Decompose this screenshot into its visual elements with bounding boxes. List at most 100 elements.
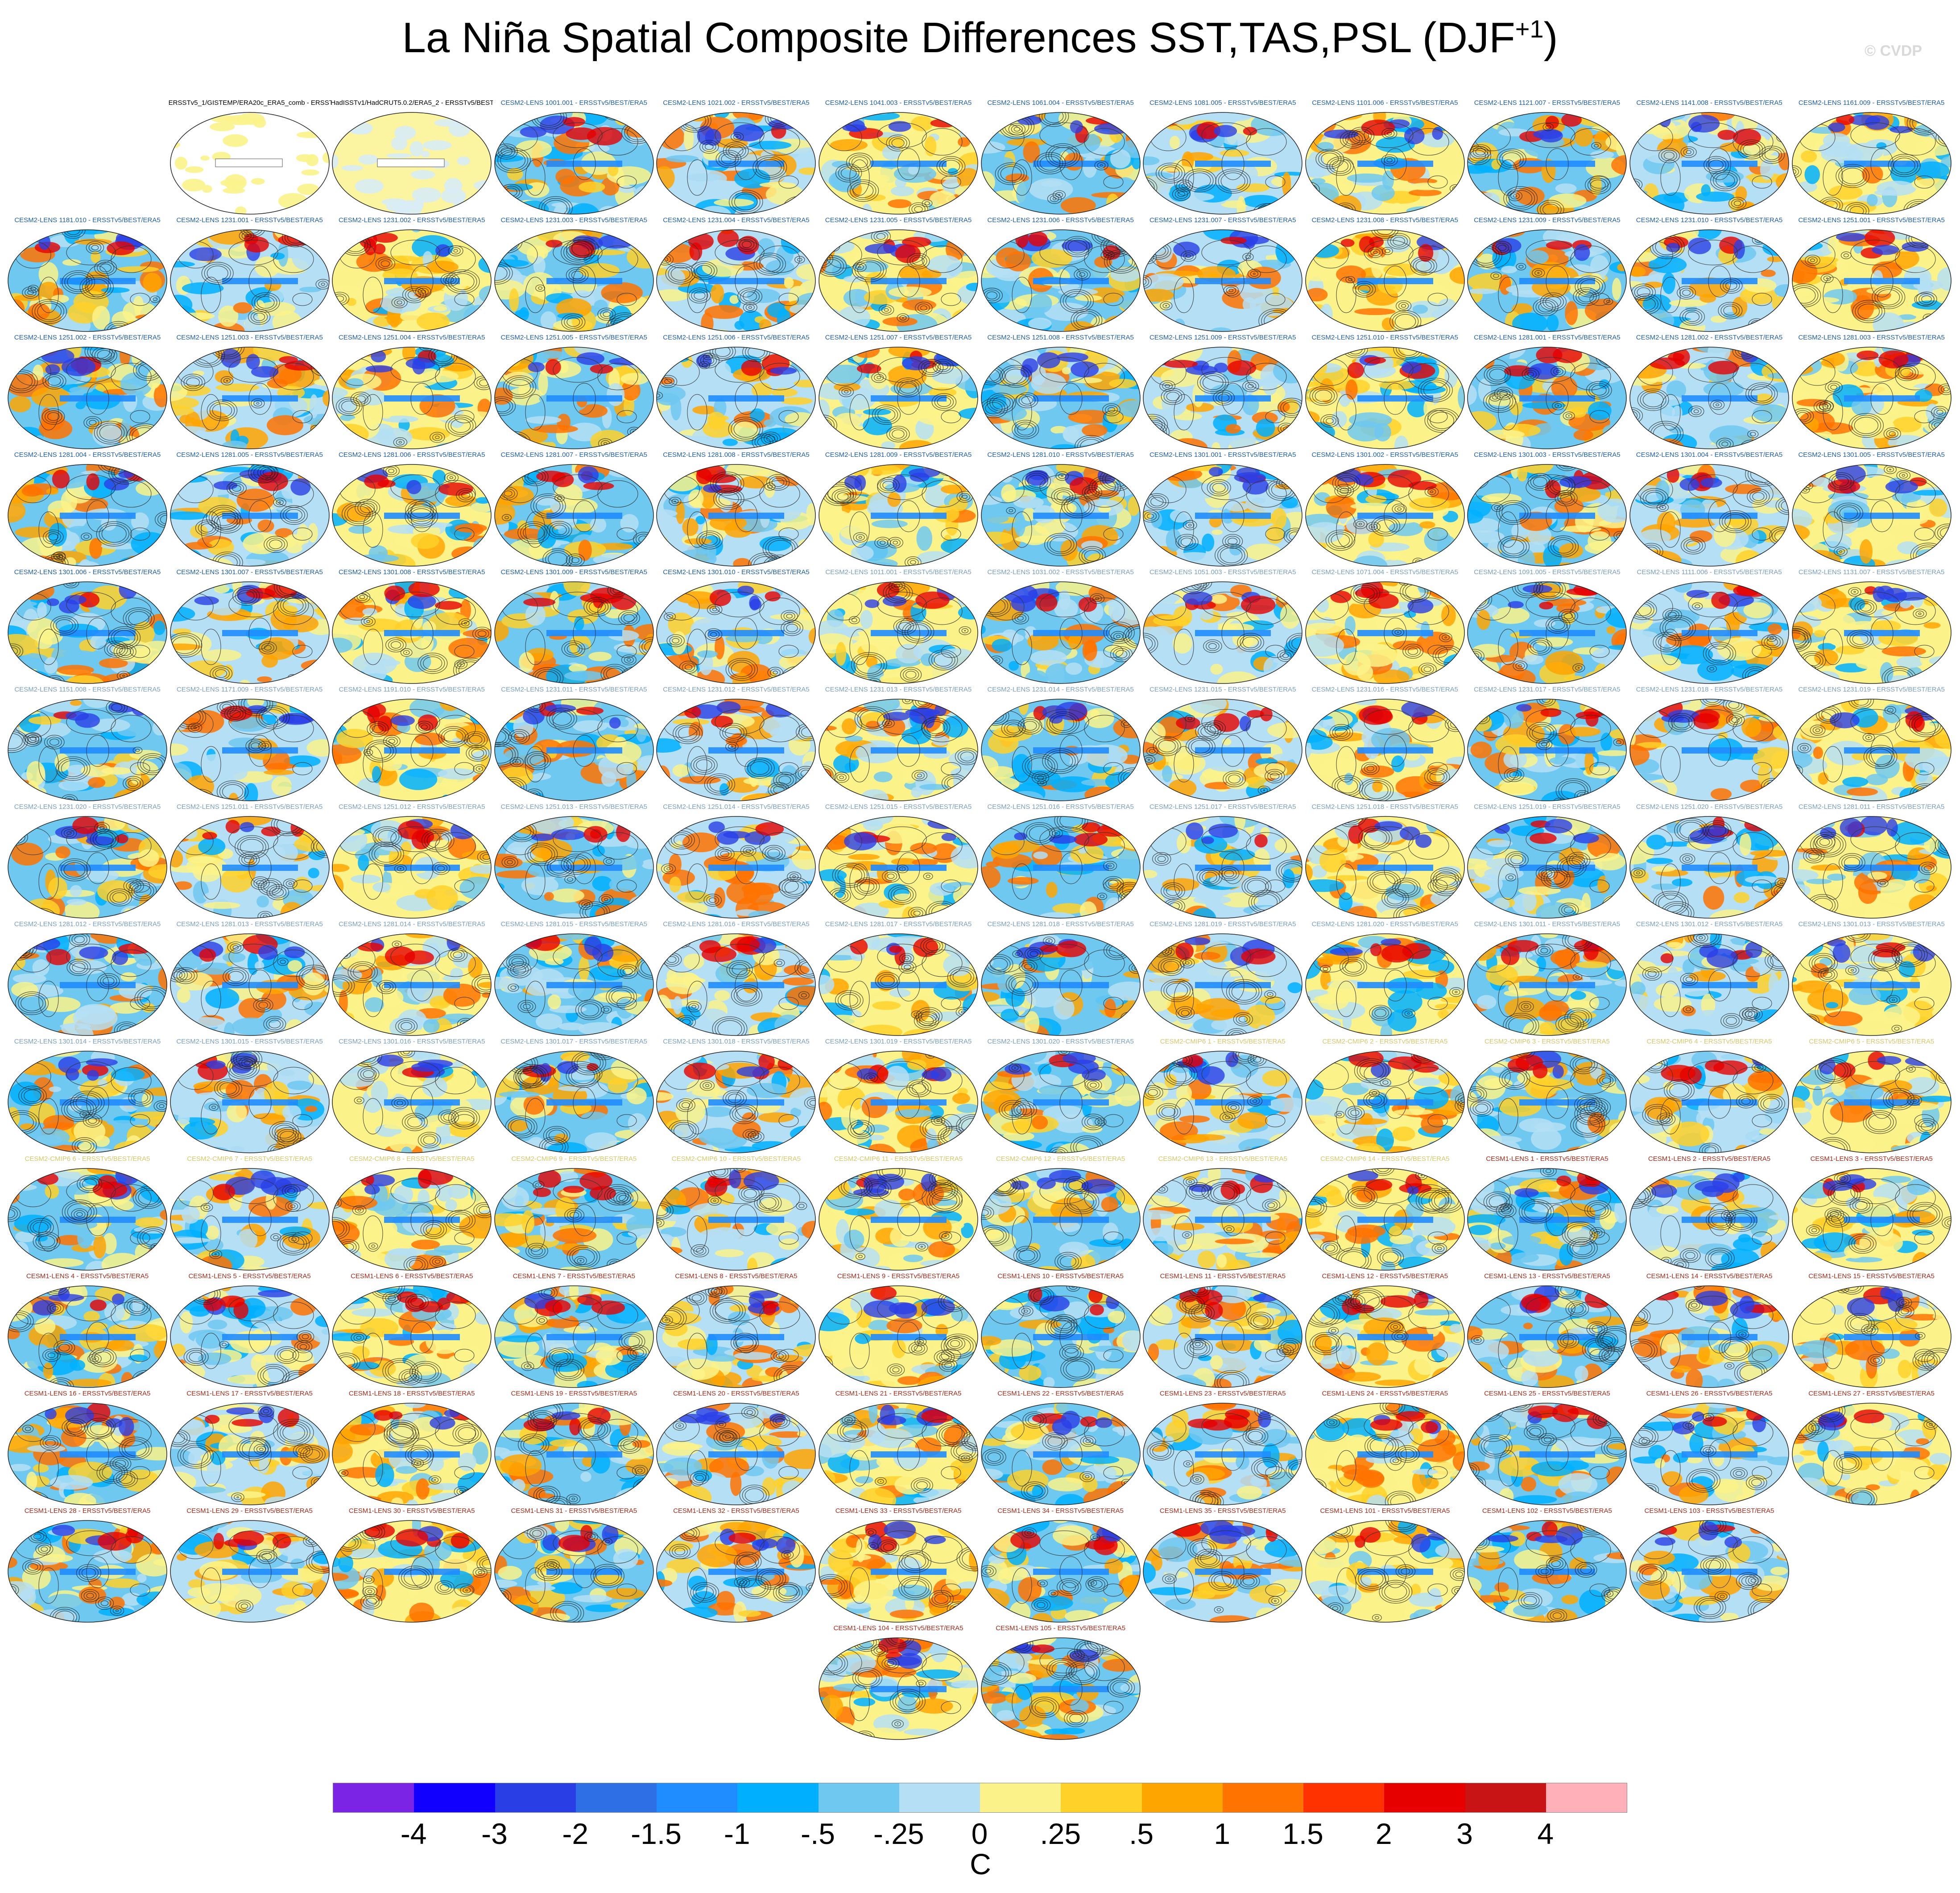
panel-title: CESM2-LENS 1231.014 - ERSSTv5/BEST/ERA5 — [987, 686, 1134, 693]
map-panel: CESM1-LENS 27 - ERSSTv5/BEST/ERA5 — [1790, 1390, 1953, 1507]
globe-map — [1791, 1051, 1952, 1153]
panel-title: CESM2-LENS 1251.010 - ERSSTv5/BEST/ERA5 — [1311, 334, 1459, 341]
panel-title: CESM2-LENS 1161.009 - ERSSTv5/BEST/ERA5 — [1798, 99, 1945, 107]
globe-map — [1791, 347, 1952, 449]
panel-title: CESM2-LENS 1231.017 - ERSSTv5/BEST/ERA5 — [1474, 686, 1621, 693]
map-panel: CESM1-LENS 104 - ERSSTv5/BEST/ERA5 — [817, 1624, 980, 1741]
globe-map — [819, 112, 978, 215]
map-panel: CESM2-LENS 1281.009 - ERSSTv5/BEST/ERA5 — [817, 451, 980, 568]
panel-title: CESM2-CMIP6 14 - ERSSTv5/BEST/ERA5 — [1320, 1155, 1450, 1163]
globe-map — [1467, 816, 1627, 919]
map-panel: CESM1-LENS 10 - ERSSTv5/BEST/ERA5 — [980, 1272, 1142, 1389]
map-panel: CESM2-LENS 1231.004 - ERSSTv5/BEST/ERA5 — [655, 216, 817, 333]
map-panel: CESM2-CMIP6 13 - ERSSTv5/BEST/ERA5 — [1141, 1155, 1304, 1272]
panel-title: CESM2-LENS 1281.017 - ERSSTv5/BEST/ERA5 — [825, 920, 972, 928]
map-panel: CESM2-LENS 1281.019 - ERSSTv5/BEST/ERA5 — [1141, 920, 1304, 1037]
globe-map — [1629, 1285, 1789, 1388]
panel-title: CESM2-LENS 1121.007 - ERSSTv5/BEST/ERA5 — [1474, 99, 1621, 107]
colorbar-box — [980, 1783, 1061, 1812]
map-panel: CESM2-LENS 1251.004 - ERSSTv5/BEST/ERA5 — [331, 334, 493, 451]
map-panel: CESM2-LENS 1131.007 - ERSSTv5/BEST/ERA5 — [1790, 568, 1953, 685]
map-panel: CESM1-LENS 8 - ERSSTv5/BEST/ERA5 — [655, 1272, 817, 1389]
colorbar-units: C — [970, 1847, 991, 1881]
globe-map — [8, 1051, 167, 1153]
map-panel: CESM2-LENS 1181.010 - ERSSTv5/BEST/ERA5 — [6, 216, 169, 333]
panel-title: CESM1-LENS 20 - ERSSTv5/BEST/ERA5 — [673, 1390, 799, 1397]
map-panel: CESM2-CMIP6 9 - ERSSTv5/BEST/ERA5 — [493, 1155, 655, 1272]
panel-title: CESM2-LENS 1301.020 - ERSSTv5/BEST/ERA5 — [987, 1038, 1134, 1045]
panel-title: CESM1-LENS 104 - ERSSTv5/BEST/ERA5 — [833, 1624, 963, 1632]
globe-map — [494, 1168, 654, 1271]
globe-map — [1305, 112, 1465, 215]
figure-title: La Niña Spatial Composite Differences SS… — [402, 14, 1558, 62]
map-panel: CESM2-LENS 1301.018 - ERSSTv5/BEST/ERA5 — [655, 1038, 817, 1155]
globe-map — [1305, 581, 1465, 684]
globe-map — [1791, 699, 1952, 801]
panel-title: CESM2-LENS 1301.010 - ERSSTv5/BEST/ERA5 — [663, 568, 810, 576]
map-panel: CESM1-LENS 29 - ERSSTv5/BEST/ERA5 — [169, 1507, 331, 1624]
globe-map — [1305, 1403, 1465, 1505]
panel-title: CESM1-LENS 5 - ERSSTv5/BEST/ERA5 — [188, 1272, 311, 1280]
map-panel: CESM2-LENS 1281.017 - ERSSTv5/BEST/ERA5 — [817, 920, 980, 1037]
globe-map — [1467, 112, 1627, 215]
panel-title: CESM2-LENS 1301.018 - ERSSTv5/BEST/ERA5 — [663, 1038, 810, 1045]
map-panel: CESM1-LENS 22 - ERSSTv5/BEST/ERA5 — [980, 1390, 1142, 1507]
map-panel: CESM2-LENS 1301.009 - ERSSTv5/BEST/ERA5 — [493, 568, 655, 685]
globe-map — [494, 347, 654, 449]
globe-map — [1467, 1285, 1627, 1388]
globe-map — [332, 229, 492, 332]
watermark: © CVDP — [1865, 42, 1922, 59]
map-panel: CESM2-LENS 1251.016 - ERSSTv5/BEST/ERA5 — [980, 803, 1142, 920]
map-panel: CESM2-LENS 1281.005 - ERSSTv5/BEST/ERA5 — [169, 451, 331, 568]
globe-map — [819, 1285, 978, 1388]
panel-title: CESM2-LENS 1251.016 - ERSSTv5/BEST/ERA5 — [987, 803, 1134, 811]
globe-map — [1305, 464, 1465, 567]
map-panel: CESM2-LENS 1251.001 - ERSSTv5/BEST/ERA5 — [1790, 216, 1953, 333]
globe-map — [980, 1051, 1141, 1153]
globe-map — [1629, 816, 1789, 919]
panel-title: CESM2-LENS 1231.013 - ERSSTv5/BEST/ERA5 — [825, 686, 972, 693]
panel-title: CESM1-LENS 8 - ERSSTv5/BEST/ERA5 — [675, 1272, 798, 1280]
panel-title: CESM1-LENS 4 - ERSSTv5/BEST/ERA5 — [26, 1272, 149, 1280]
globe-map — [332, 347, 492, 449]
panel-title: CESM1-LENS 9 - ERSSTv5/BEST/ERA5 — [837, 1272, 960, 1280]
panel-title: CESM2-LENS 1231.019 - ERSSTv5/BEST/ERA5 — [1798, 686, 1945, 693]
panel-title: CESM2-LENS 1251.012 - ERSSTv5/BEST/ERA5 — [338, 803, 485, 811]
panel-title: CESM2-LENS 1301.002 - ERSSTv5/BEST/ERA5 — [1311, 451, 1459, 459]
map-panel: CESM2-LENS 1251.013 - ERSSTv5/BEST/ERA5 — [493, 803, 655, 920]
map-panel: CESM1-LENS 24 - ERSSTv5/BEST/ERA5 — [1304, 1390, 1466, 1507]
panel-title: CESM2-LENS 1301.015 - ERSSTv5/BEST/ERA5 — [176, 1038, 323, 1045]
globe-map — [1143, 581, 1303, 684]
map-panel: CESM2-LENS 1251.006 - ERSSTv5/BEST/ERA5 — [655, 334, 817, 451]
colorbar-tick-label: -.25 — [873, 1817, 924, 1850]
panel-title: CESM2-LENS 1231.018 - ERSSTv5/BEST/ERA5 — [1636, 686, 1783, 693]
globe-map — [494, 464, 654, 567]
globe-map — [332, 1051, 492, 1153]
map-panel: CESM2-LENS 1281.016 - ERSSTv5/BEST/ERA5 — [655, 920, 817, 1037]
globe-map — [819, 1403, 978, 1505]
globe-map — [980, 1168, 1141, 1271]
globe-map — [980, 933, 1141, 1036]
panel-title: CESM2-LENS 1281.012 - ERSSTv5/BEST/ERA5 — [14, 920, 161, 928]
globe-map — [1467, 1168, 1627, 1271]
globe-map — [980, 464, 1141, 567]
globe-map — [1143, 229, 1303, 332]
map-panel: CESM1-LENS 33 - ERSSTv5/BEST/ERA5 — [817, 1507, 980, 1624]
panel-title: CESM2-LENS 1171.009 - ERSSTv5/BEST/ERA5 — [176, 686, 323, 693]
globe-map — [1791, 112, 1952, 215]
map-panel: CESM2-LENS 1281.003 - ERSSTv5/BEST/ERA5 — [1790, 334, 1953, 451]
panel-title: CESM2-LENS 1231.010 - ERSSTv5/BEST/ERA5 — [1636, 216, 1783, 224]
panel-title: CESM1-LENS 14 - ERSSTv5/BEST/ERA5 — [1646, 1272, 1773, 1280]
map-panel: CESM2-LENS 1281.008 - ERSSTv5/BEST/ERA5 — [655, 451, 817, 568]
panel-title: CESM2-LENS 1281.015 - ERSSTv5/BEST/ERA5 — [500, 920, 648, 928]
globe-map — [1791, 1403, 1952, 1505]
panel-title: CESM1-LENS 15 - ERSSTv5/BEST/ERA5 — [1808, 1272, 1935, 1280]
map-panel: CESM2-LENS 1001.001 - ERSSTv5/BEST/ERA5 — [493, 99, 655, 216]
globe-map — [494, 1051, 654, 1153]
panel-title: CESM2-LENS 1281.009 - ERSSTv5/BEST/ERA5 — [825, 451, 972, 459]
map-panel: CESM2-CMIP6 4 - ERSSTv5/BEST/ERA5 — [1628, 1038, 1790, 1155]
map-panel: CESM2-LENS 1091.005 - ERSSTv5/BEST/ERA5 — [1466, 568, 1628, 685]
map-panel: CESM1-LENS 7 - ERSSTv5/BEST/ERA5 — [493, 1272, 655, 1389]
map-panel: CESM2-LENS 1281.018 - ERSSTv5/BEST/ERA5 — [980, 920, 1142, 1037]
map-panel: CESM2-LENS 1231.007 - ERSSTv5/BEST/ERA5 — [1141, 216, 1304, 333]
